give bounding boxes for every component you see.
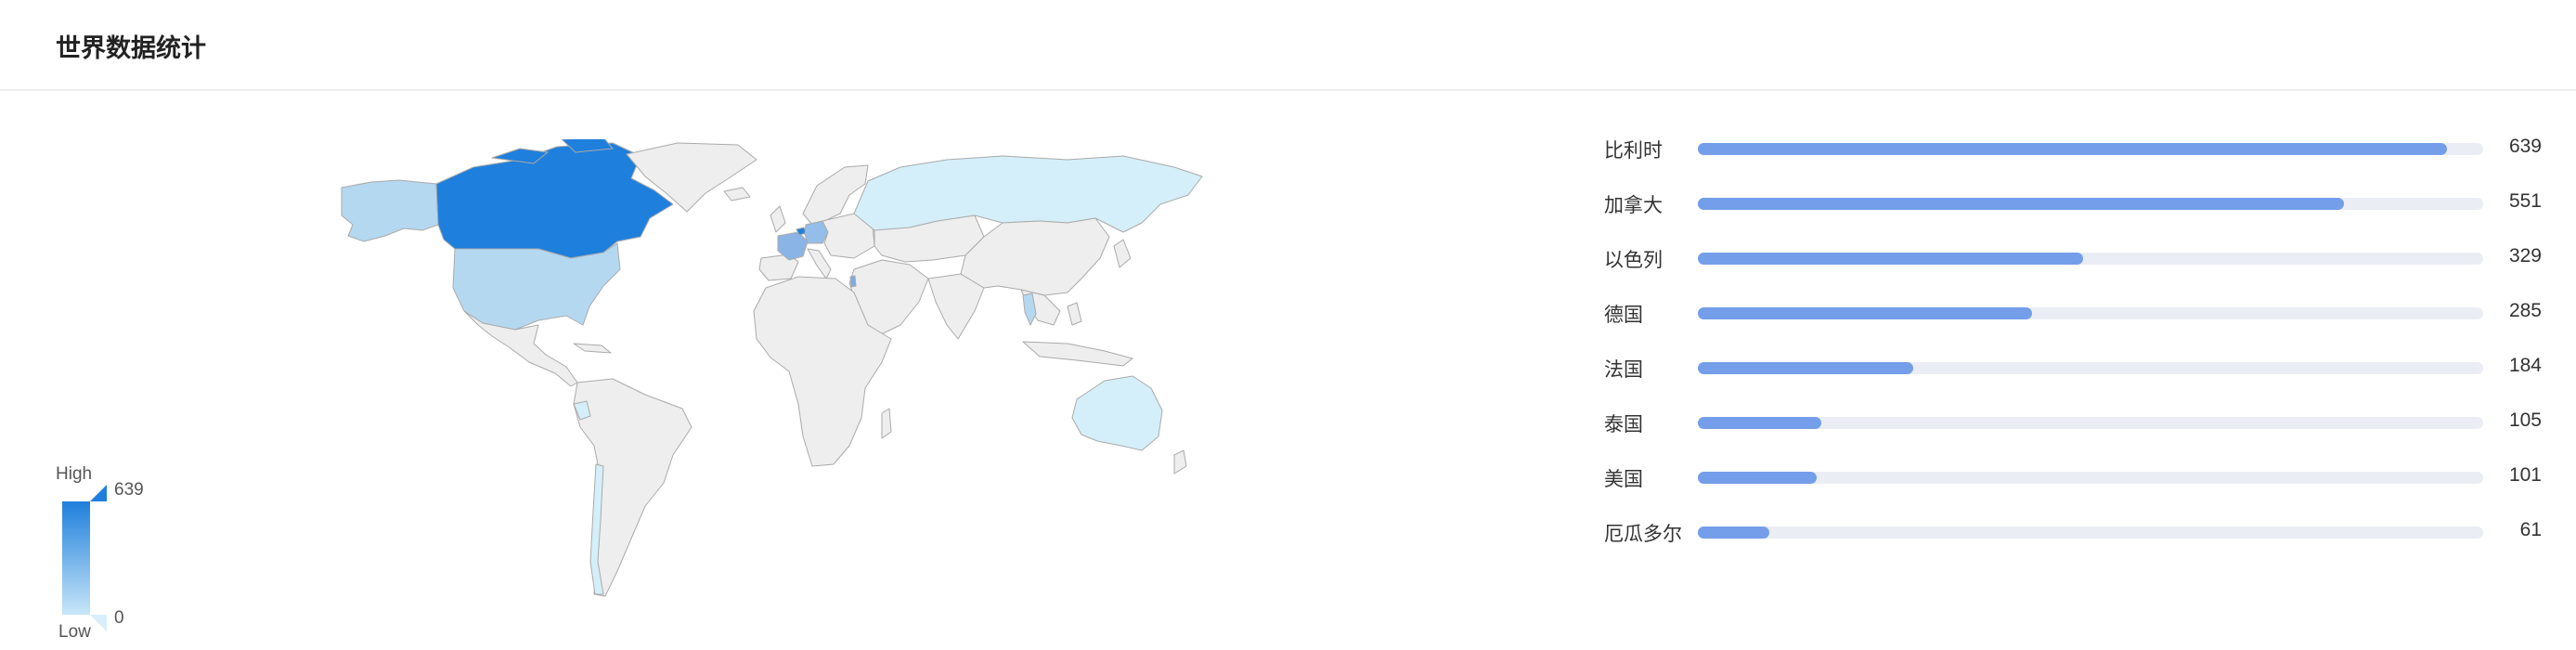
region-china[interactable]	[960, 217, 1110, 296]
legend-gradient-bar[interactable]	[62, 501, 90, 615]
legend-min-value: 0	[114, 608, 124, 628]
legend-high-label: High	[56, 464, 93, 484]
ranking-bar-fill[interactable]	[1698, 526, 1770, 539]
region-alaska[interactable]	[341, 179, 439, 242]
region-iceland[interactable]	[723, 187, 751, 202]
legend-min-handle[interactable]	[90, 615, 107, 631]
ranking-bar-fill[interactable]	[1698, 198, 2344, 210]
ranking-bar-fill[interactable]	[1698, 472, 1817, 484]
ranking-bar-fill[interactable]	[1698, 253, 2084, 265]
ranking-bar-fill[interactable]	[1698, 143, 2447, 155]
region-chile[interactable]	[589, 463, 604, 595]
ranking-row[interactable]: 比利时 639	[1604, 130, 2542, 185]
ranking-bar-fill[interactable]	[1698, 307, 2032, 319]
legend-max-handle[interactable]	[90, 485, 107, 501]
region-new-zealand[interactable]	[1173, 449, 1187, 474]
region-india[interactable]	[927, 273, 985, 340]
ranking-row-label: 加拿大	[1604, 195, 1663, 216]
ranking-row[interactable]: 以色列 329	[1604, 240, 2542, 294]
ranking-row[interactable]: 法国 184	[1604, 349, 2542, 404]
ranking-row-value: 551	[2508, 190, 2542, 212]
ranking-row[interactable]: 美国 101	[1604, 459, 2542, 514]
legend-low-label: Low	[58, 622, 91, 642]
region-caribbean[interactable]	[573, 343, 612, 354]
ranking-row-label: 德国	[1604, 305, 1643, 326]
ranking-row-label: 厄瓜多尔	[1604, 524, 1682, 545]
region-canada-arctic[interactable]	[491, 139, 614, 164]
world-map-svg[interactable]	[334, 139, 1216, 604]
region-thailand[interactable]	[1022, 292, 1037, 326]
ranking-bar-track	[1698, 253, 2483, 265]
region-israel[interactable]	[849, 275, 857, 288]
ranking-bar-track	[1698, 472, 2483, 484]
ranking-row-value: 61	[2519, 519, 2542, 540]
ranking-bar-track	[1698, 526, 2483, 539]
region-africa[interactable]	[753, 276, 892, 467]
ranking-bar-track	[1698, 143, 2483, 155]
ranking-bar-chart: 比利时 639 加拿大 551 以色列 329 德国 285 法国 184 泰国 105 美国 101 厄瓜…	[1604, 130, 2542, 568]
region-indonesia[interactable]	[1022, 302, 1133, 367]
page-title: 世界数据统计	[56, 34, 206, 62]
ranking-bar-fill[interactable]	[1698, 417, 1821, 429]
ranking-row[interactable]: 德国 285	[1604, 294, 2542, 349]
ranking-row-label: 法国	[1604, 359, 1643, 381]
ranking-row-value: 184	[2508, 355, 2542, 376]
ranking-row[interactable]: 加拿大 551	[1604, 185, 2542, 240]
world-map[interactable]	[334, 139, 1216, 604]
ranking-row-label: 泰国	[1604, 414, 1643, 436]
legend-max-value: 639	[114, 480, 144, 500]
region-japan[interactable]	[1113, 239, 1132, 268]
region-italy[interactable]	[807, 248, 832, 280]
region-australia[interactable]	[1071, 375, 1163, 451]
ranking-row-label: 美国	[1604, 469, 1643, 490]
card-header: 世界数据统计	[0, 0, 2576, 91]
region-greenland[interactable]	[626, 142, 757, 213]
region-russia[interactable]	[853, 155, 1203, 233]
ranking-bar-track	[1698, 417, 2483, 429]
ranking-row[interactable]: 厄瓜多尔 61	[1604, 514, 2542, 568]
region-south-america[interactable]	[573, 378, 693, 597]
visual-map-legend: High 639 0 Low	[51, 464, 181, 645]
ranking-row-value: 105	[2508, 410, 2542, 431]
ranking-row[interactable]: 泰国 105	[1604, 404, 2542, 459]
ranking-bar-fill[interactable]	[1698, 362, 1914, 374]
ranking-row-value: 101	[2508, 464, 2542, 486]
ranking-row-value: 329	[2508, 245, 2542, 266]
region-usa[interactable]	[452, 242, 621, 331]
ranking-bar-track	[1698, 307, 2483, 319]
region-ecuador[interactable]	[573, 400, 591, 421]
ranking-row-label: 以色列	[1604, 250, 1663, 271]
region-madagascar[interactable]	[881, 408, 892, 439]
ranking-row-label: 比利时	[1604, 140, 1663, 162]
ranking-bar-track	[1698, 362, 2483, 374]
ranking-row-value: 285	[2508, 300, 2542, 321]
region-uk[interactable]	[770, 205, 786, 233]
ranking-bar-track	[1698, 198, 2483, 210]
ranking-row-value: 639	[2508, 136, 2542, 157]
